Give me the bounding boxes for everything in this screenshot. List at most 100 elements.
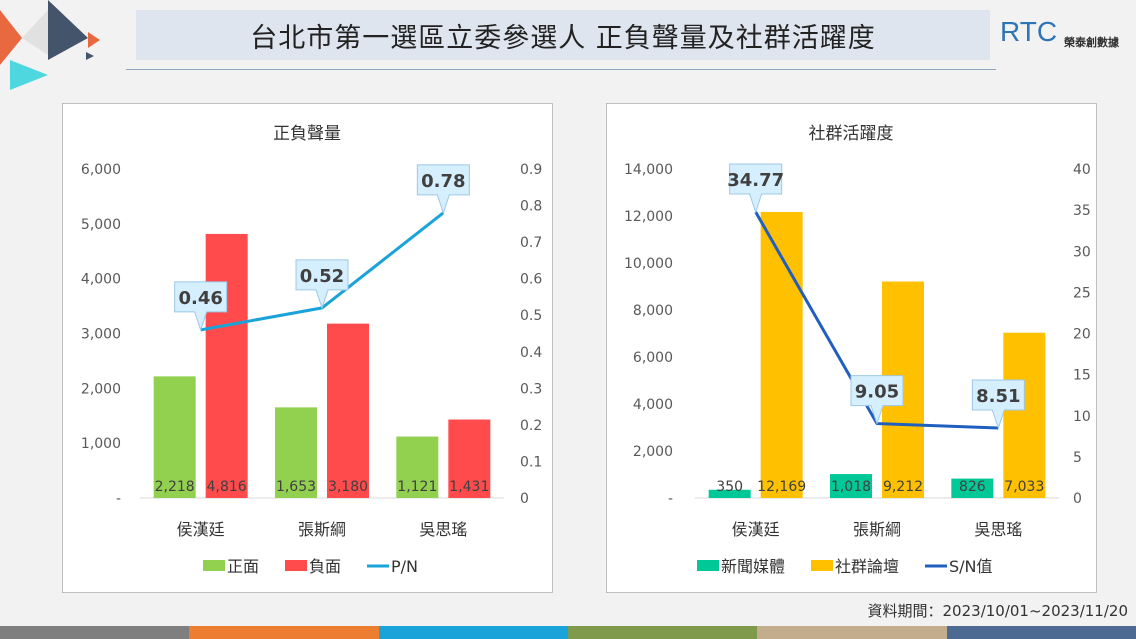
bar-正面 [153,376,196,498]
y-tick-label: 4,000 [633,397,673,413]
corner-decoration [0,0,100,90]
logo-text: RTC [1000,16,1058,47]
legend-label: 正面 [227,557,259,576]
x-tick-label: 侯漢廷 [732,520,780,539]
data-period: 資料期間：2023/10/01~2023/11/20 [867,602,1128,620]
page-title: 台北市第一選區立委參選人 正負聲量及社群活躍度 [136,10,990,60]
line-data-callout [729,163,783,214]
bar-data-label: 826 [959,479,986,495]
bar-data-label: 12,169 [757,479,806,495]
bar-data-label: 350 [716,479,743,495]
y-tick-label: 2,000 [81,381,121,397]
y2-tick-label: 0.3 [520,381,542,397]
y2-tick-label: 0 [520,491,529,507]
legend-label: S/N值 [949,557,993,576]
bottom-bar-segment [378,626,568,639]
y2-tick-label: 5 [1073,450,1082,466]
y2-tick-label: 0.2 [520,418,542,434]
y-tick-label: 5,000 [81,217,121,233]
y2-tick-label: 15 [1073,368,1091,384]
y2-tick-label: 0.7 [520,235,542,251]
bottom-bar-segment [946,626,1136,639]
bar-data-label: 1,431 [449,479,489,495]
line-data-label: 0.46 [178,288,222,309]
x-tick-label: 張斯綱 [853,520,901,539]
y2-tick-label: 20 [1073,327,1091,343]
bar-新聞媒體 [951,478,994,498]
y2-tick-label: 0.6 [520,272,542,288]
bar-data-label: 1,018 [831,479,871,495]
y-tick-label: - [116,491,121,507]
bar-正面 [275,407,317,498]
bottom-bar-segment [189,626,379,639]
title-divider [126,69,996,70]
bar-data-label: 1,653 [276,479,316,495]
line-data-callout [971,379,1025,430]
y2-tick-label: 10 [1073,409,1091,425]
bottom-color-bar [0,626,1136,639]
y2-tick-label: 0.5 [520,308,542,324]
bar-data-label: 4,816 [207,479,247,495]
y-tick-label: 6,000 [81,162,121,178]
bar-正面 [396,436,439,498]
y2-tick-label: 0.4 [520,345,542,361]
bottom-bar-segment [0,626,190,639]
line-data-callout [416,164,470,215]
y2-tick-label: 30 [1073,244,1091,260]
legend-swatch [203,560,225,571]
legend-swatch [697,560,719,571]
chart-svg: 正負聲量 - 1,000 2,000 3,000 4,000 5,000 6,000 0 0.1 0… [81,124,542,576]
y-tick-label: 12,000 [624,209,673,225]
chart-title: 正負聲量 [273,124,341,144]
bar-新聞媒體 [708,489,751,498]
bar-新聞媒體 [830,474,872,498]
line-data-label: 0.52 [300,266,344,287]
logo-subtitle: 榮泰創數據 [1064,36,1119,49]
bar-data-label: 2,218 [155,479,195,495]
y-tick-label: 2,000 [633,444,673,460]
y-tick-label: 4,000 [81,272,121,288]
x-tick-label: 侯漢廷 [177,520,225,539]
bar-社群論壇 [1003,332,1046,498]
bar-負面 [205,233,248,498]
legend-swatch [811,560,833,571]
x-tick-label: 吳思瑤 [974,520,1022,539]
bar-負面 [448,419,491,498]
legend-label: 負面 [309,557,341,576]
y-tick-label: 8,000 [633,303,673,319]
line-data-label: 8.51 [976,386,1020,407]
bar-負面 [327,323,369,498]
line-data-callout [850,375,904,426]
bar-data-label: 3,180 [328,479,368,495]
y2-tick-label: 40 [1073,162,1091,178]
y-tick-label: 6,000 [633,350,673,366]
chart-panel-sentiment: 正負聲量 - 1,000 2,000 3,000 4,000 5,000 6,000 0 0.1 0… [62,103,553,593]
logo: RTC 榮泰創數據 [1000,14,1136,54]
y-tick-label: 3,000 [81,327,121,343]
bottom-bar-segment [567,626,758,639]
line-data-label: 34.77 [727,170,784,191]
y2-tick-label: 25 [1073,285,1091,301]
chart-panel-social-activity: 社群活躍度 - 2,000 4,000 6,000 8,000 10,000 12,000 14… [606,103,1097,593]
y-tick-label: 1,000 [81,436,121,452]
legend-label: P/N [391,557,418,576]
legend-label: 新聞媒體 [721,557,785,576]
y-tick-label: 10,000 [624,256,673,272]
y2-tick-label: 0.8 [520,199,542,215]
legend-label: 社群論壇 [835,557,899,576]
x-tick-label: 張斯綱 [298,520,346,539]
y2-tick-label: 35 [1073,203,1091,219]
bar-data-label: 7,033 [1004,479,1044,495]
bar-data-label: 1,121 [397,479,437,495]
y2-tick-label: 0.9 [520,162,542,178]
y-tick-label: - [668,491,673,507]
y2-tick-label: 0 [1073,491,1082,507]
line-data-label: 9.05 [855,382,899,403]
line-data-callout [295,259,349,310]
line-data-callout [174,281,228,332]
y2-tick-label: 0.1 [520,454,542,470]
y-tick-label: 14,000 [624,162,673,178]
bottom-bar-segment [757,626,947,639]
chart-svg: 社群活躍度 - 2,000 4,000 6,000 8,000 10,000 12,000 14… [624,124,1091,576]
legend-swatch [285,560,307,571]
